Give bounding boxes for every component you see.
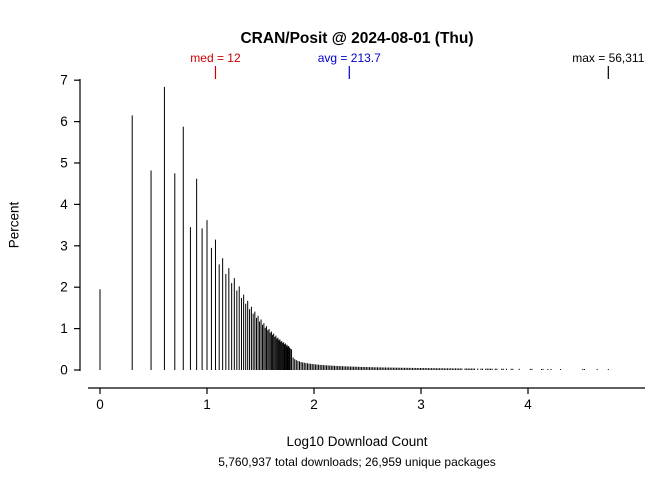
maximum-annotation: max = 56,311: [572, 51, 645, 65]
y-tick-label: 3: [60, 238, 68, 253]
y-tick-label: 1: [60, 321, 68, 336]
average-annotation: avg = 213.7: [317, 51, 381, 65]
median-annotation: med = 12: [190, 51, 241, 65]
x-tick-label: 4: [524, 397, 532, 412]
y-tick-label: 0: [60, 363, 68, 378]
x-axis-label: Log10 Download Count: [286, 434, 428, 449]
x-tick-label: 3: [417, 397, 425, 412]
y-tick-label: 7: [60, 73, 68, 88]
chart-subtitle: 5,760,937 total downloads; 26,959 unique…: [218, 455, 496, 469]
y-tick-label: 2: [60, 280, 68, 295]
y-tick-label: 6: [60, 114, 68, 129]
y-tick-label: 5: [60, 156, 68, 171]
y-tick-label: 4: [60, 197, 68, 212]
tick-labels: 0 1 2 3 4 5 6 7 0 1 2 3 4: [60, 73, 532, 412]
x-tick-label: 1: [203, 397, 211, 412]
x-tick-label: 2: [310, 397, 318, 412]
chart-title: CRAN/Posit @ 2024-08-01 (Thu): [240, 30, 474, 47]
axes: [74, 79, 645, 394]
y-axis-label: Percent: [6, 201, 22, 249]
x-tick-label: 0: [96, 397, 104, 412]
spikes-group: [99, 86, 609, 370]
annotation-markers: [214, 66, 609, 79]
